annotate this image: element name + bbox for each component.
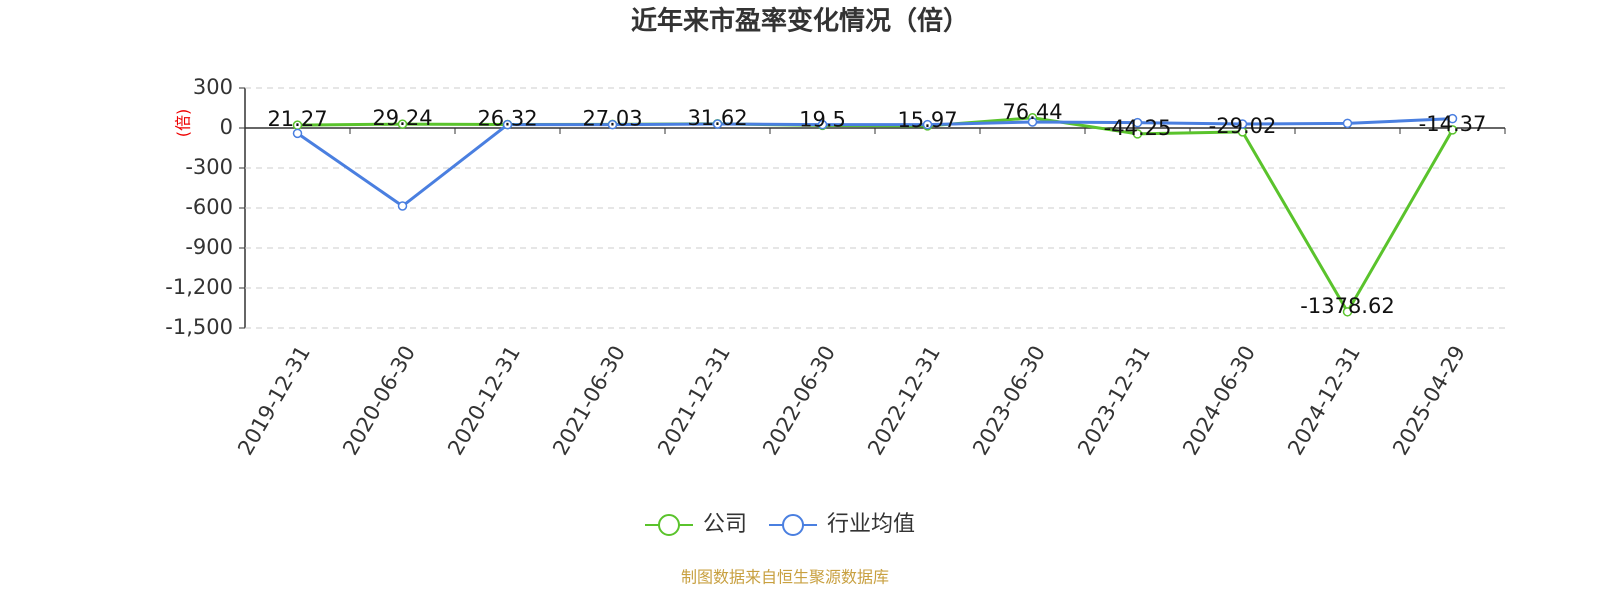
legend-item: 行业均值: [769, 512, 915, 537]
x-tick-label: 2023-12-31: [1073, 342, 1155, 460]
x-tick-label: 2025-04-29: [1388, 342, 1470, 460]
y-tick-label: 300: [193, 75, 233, 99]
legend-marker: [782, 514, 805, 536]
data-label: 27.03: [582, 106, 642, 130]
data-label: 26.32: [477, 106, 537, 130]
series-line: [297, 116, 1454, 315]
data-label: -44.25: [1104, 116, 1172, 140]
data-point: [1342, 307, 1353, 317]
data-point: [397, 119, 408, 129]
y-tick-label: -1,500: [165, 315, 233, 339]
data-label: 19.5: [799, 107, 846, 131]
data-point: [292, 128, 303, 139]
x-tick-label: 2022-06-30: [758, 342, 840, 460]
data-label: -29.02: [1209, 114, 1277, 138]
data-label: 31.62: [687, 106, 747, 130]
x-tick-label: 2021-06-30: [548, 342, 630, 460]
x-tick-label: 2021-12-31: [653, 342, 735, 460]
data-point: [817, 119, 828, 130]
data-point: [1237, 119, 1248, 129]
data-point: [607, 119, 618, 130]
x-tick-label: 2019-12-31: [233, 342, 315, 460]
legend-label: 行业均值: [827, 512, 915, 537]
data-point: [1132, 117, 1143, 128]
x-tick-label: 2020-06-30: [338, 342, 420, 460]
chart-title: 近年来市盈率变化情况（倍）: [631, 6, 969, 37]
data-label: 29.24: [372, 106, 432, 130]
x-tick-label: 2023-06-30: [968, 342, 1050, 460]
data-label: 76.44: [1002, 100, 1062, 124]
x-tick-label: 2024-12-31: [1283, 342, 1365, 460]
series-line: [296, 117, 1453, 208]
y-tick-label: -1,200: [165, 275, 233, 299]
data-label: -14.37: [1419, 112, 1487, 136]
data-point: [1132, 129, 1143, 139]
x-tick-label: 2024-06-30: [1178, 342, 1260, 460]
legend-label: 公司: [703, 512, 747, 537]
data-label: -1378.62: [1300, 294, 1394, 318]
y-tick-label: -600: [185, 195, 233, 219]
source-note: 制图数据来自恒生聚源数据库: [681, 568, 889, 587]
y-tick-label: -900: [185, 235, 233, 259]
data-label: 21.27: [267, 107, 327, 131]
y-axis-label: (倍): [174, 109, 193, 138]
legend-item: 公司: [645, 512, 747, 537]
data-point: [1027, 117, 1038, 127]
data-point: [712, 119, 723, 129]
data-point: [397, 201, 408, 211]
legend-marker: [658, 514, 680, 536]
data-label: 15.97: [897, 108, 957, 132]
y-tick-label: 0: [220, 115, 233, 139]
data-point: [502, 119, 513, 130]
x-tick-label: 2020-12-31: [443, 342, 525, 460]
y-tick-label: -300: [185, 155, 233, 179]
data-point: [1447, 125, 1458, 135]
data-point: [922, 119, 933, 130]
x-tick-label: 2022-12-31: [863, 342, 945, 460]
data-point: [1447, 113, 1458, 124]
data-point: [1342, 118, 1353, 129]
